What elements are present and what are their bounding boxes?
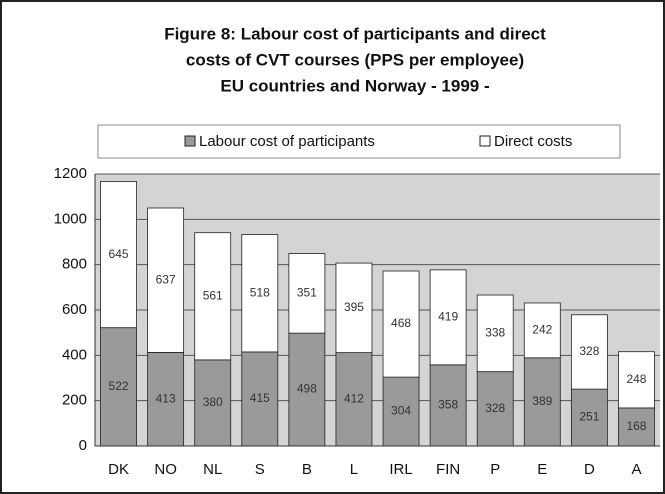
data-label: 251 xyxy=(579,410,599,424)
bar-segment xyxy=(335,352,373,447)
data-label: 498 xyxy=(297,382,317,396)
data-label: 248 xyxy=(626,372,646,386)
bar-segment xyxy=(618,351,655,409)
y-tick-label: 600 xyxy=(62,301,87,318)
x-tick-label: NL xyxy=(203,461,222,478)
data-label: 338 xyxy=(485,326,505,340)
bar-segment xyxy=(194,232,232,361)
y-tick-label: 800 xyxy=(62,256,87,273)
x-tick-label: E xyxy=(537,461,547,478)
bar-segment xyxy=(241,351,279,447)
bar-segment xyxy=(476,371,514,447)
bar-segment xyxy=(570,388,608,447)
bar-segment xyxy=(570,314,608,390)
chart-title: Figure 8: Labour cost of participants an… xyxy=(164,24,546,43)
bar-segment xyxy=(288,332,326,447)
y-tick-label: 1200 xyxy=(54,165,87,182)
bar-segment xyxy=(382,270,420,378)
bar-segment xyxy=(100,181,137,329)
data-label: 415 xyxy=(250,391,270,405)
data-label: 380 xyxy=(203,395,223,409)
x-tick-label: S xyxy=(255,461,265,478)
x-tick-label: D xyxy=(584,461,595,478)
data-label: 419 xyxy=(438,310,458,324)
bar-segment xyxy=(429,269,467,366)
data-label: 412 xyxy=(344,391,364,405)
bar-segment xyxy=(100,327,137,447)
legend-swatch xyxy=(184,135,196,147)
data-label: 468 xyxy=(391,316,411,330)
y-tick-label: 0 xyxy=(79,437,87,454)
legend-label: Labour cost of participants xyxy=(199,133,375,150)
legend-swatch xyxy=(479,135,491,147)
data-label: 304 xyxy=(391,404,411,418)
bar-segment xyxy=(476,294,514,373)
bar-segment xyxy=(382,376,420,447)
x-tick-label: IRL xyxy=(389,461,412,478)
bar-segment xyxy=(523,302,561,359)
bar-segment xyxy=(288,253,326,334)
x-tick-label: A xyxy=(631,461,641,478)
x-tick-label: DK xyxy=(108,461,129,478)
x-tick-label: FIN xyxy=(436,461,460,478)
legend-label: Direct costs xyxy=(494,133,572,150)
y-tick-label: 200 xyxy=(62,392,87,409)
x-tick-label: B xyxy=(302,461,312,478)
data-label: 413 xyxy=(156,391,176,405)
bar-segment xyxy=(335,262,373,354)
y-tick-label: 400 xyxy=(62,346,87,363)
chart-title: costs of CVT courses (PPS per employee) xyxy=(186,50,524,69)
data-label: 328 xyxy=(485,401,505,415)
data-label: 561 xyxy=(203,288,223,302)
data-label: 389 xyxy=(532,394,552,408)
data-label: 522 xyxy=(109,379,129,393)
data-label: 518 xyxy=(250,285,270,299)
data-label: 637 xyxy=(156,272,176,286)
x-tick-label: NO xyxy=(154,461,177,478)
bar-segment xyxy=(523,357,561,447)
y-tick-label: 1000 xyxy=(54,210,87,227)
data-label: 395 xyxy=(344,300,364,314)
data-label: 351 xyxy=(297,286,317,300)
chart-title: EU countries and Norway - 1999 - xyxy=(220,76,489,95)
data-label: 242 xyxy=(532,323,552,337)
data-label: 645 xyxy=(109,247,129,261)
x-tick-label: P xyxy=(490,461,500,478)
bar-segment xyxy=(147,207,185,353)
data-label: 358 xyxy=(438,398,458,412)
bar-segment xyxy=(147,351,185,447)
x-tick-label: L xyxy=(350,461,358,478)
data-label: 328 xyxy=(579,344,599,358)
data-label: 168 xyxy=(626,419,646,433)
bar-segment xyxy=(241,234,279,353)
